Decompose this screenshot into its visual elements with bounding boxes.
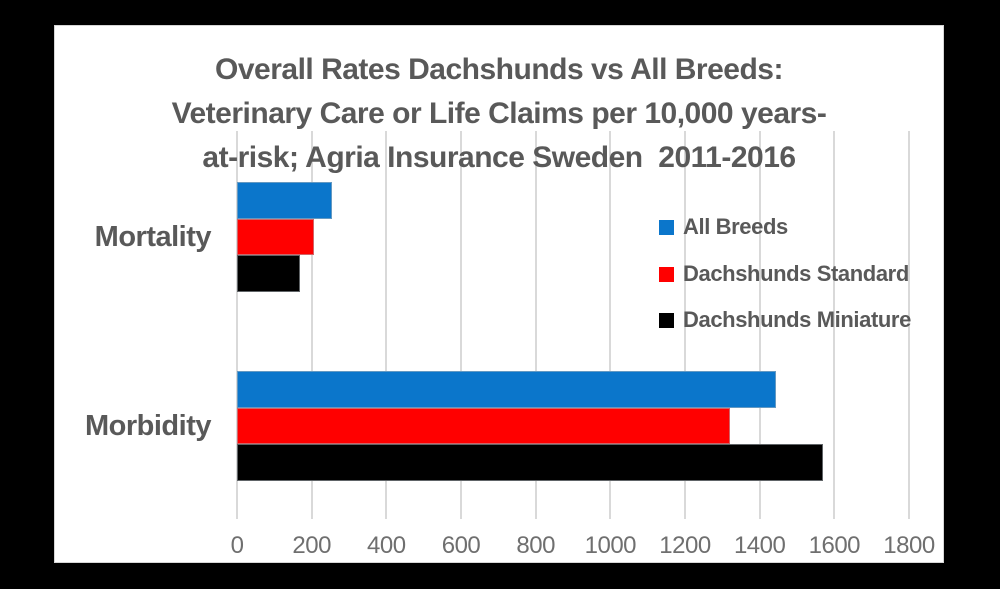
- legend-label-all-breeds: All Breeds: [683, 214, 788, 239]
- chart-title-line-2: Veterinary Care or Life Claims per 10,00…: [171, 97, 827, 130]
- legend-item-all-breeds: All Breeds: [659, 214, 788, 239]
- chart-panel: Overall Rates Dachshunds vs All Breeds: …: [54, 25, 944, 563]
- x-tick-label-1600: 1600: [808, 532, 861, 559]
- bar-morbidity-dachshunds-miniature: [237, 444, 824, 481]
- x-tick-label-200: 200: [292, 532, 331, 559]
- bar-mortality-dachshunds-miniature: [237, 255, 300, 292]
- plot-area: [236, 131, 910, 519]
- gridline-x-1400: [758, 131, 761, 519]
- gridline-x-200: [310, 131, 313, 519]
- category-label-morbidity: Morbidity: [85, 409, 212, 442]
- legend-label-dachshunds-standard: Dachshunds Standard: [683, 261, 909, 286]
- gridline-x-0: [236, 131, 238, 519]
- x-tick-label-0: 0: [230, 532, 244, 559]
- bar-morbidity-all-breeds: [237, 371, 777, 408]
- gridline-x-400: [385, 131, 388, 519]
- legend-swatch-all-breeds: [659, 219, 674, 235]
- x-tick-label-400: 400: [367, 532, 406, 559]
- chart-title-line-3: at-risk; Agria Insurance Sweden 2011-201…: [202, 141, 796, 174]
- legend-item-dachshunds-standard: Dachshunds Standard: [659, 261, 909, 286]
- gridline-x-1800: [908, 131, 910, 519]
- gridline-x-1600: [833, 131, 836, 519]
- bar-mortality-all-breeds: [237, 182, 333, 219]
- x-tick-label-1200: 1200: [659, 532, 711, 559]
- gridline-x-1200: [684, 131, 686, 519]
- legend-swatch-dachshunds-standard: [659, 266, 674, 282]
- category-label-mortality: Mortality: [94, 220, 212, 253]
- bar-morbidity-dachshunds-standard: [237, 407, 730, 444]
- legend-swatch-dachshunds-miniature: [659, 312, 674, 328]
- legend-item-dachshunds-miniature: Dachshunds Miniature: [659, 307, 911, 332]
- x-tick-label-1800: 1800: [883, 532, 935, 559]
- x-tick-label-1000: 1000: [584, 532, 637, 559]
- chart-title-line-1: Overall Rates Dachshunds vs All Breeds:: [215, 53, 783, 86]
- gridline-x-800: [534, 131, 537, 519]
- legend-label-dachshunds-miniature: Dachshunds Miniature: [683, 307, 911, 332]
- chart-title: Overall Rates Dachshunds vs All Breeds: …: [55, 48, 943, 180]
- x-tick-label-800: 800: [516, 532, 555, 559]
- gridline-x-600: [460, 131, 462, 519]
- bar-mortality-dachshunds-standard: [237, 218, 314, 255]
- x-tick-label-1400: 1400: [733, 532, 786, 559]
- gridline-x-1000: [609, 131, 612, 519]
- x-tick-label-600: 600: [441, 532, 481, 559]
